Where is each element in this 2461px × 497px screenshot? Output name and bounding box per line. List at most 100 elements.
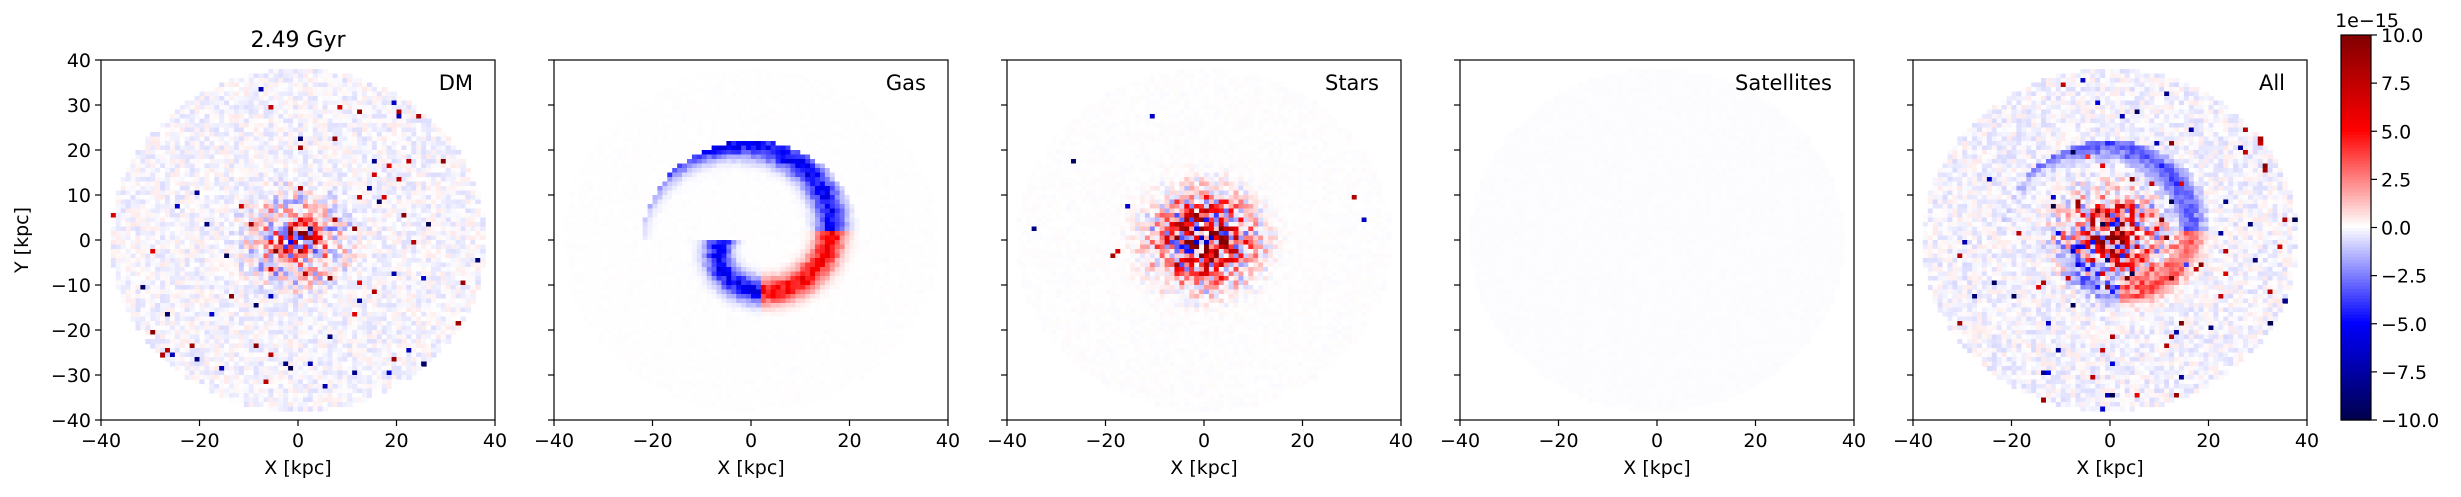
heatmap-cell xyxy=(145,227,151,232)
heatmap-cell xyxy=(229,326,235,331)
heatmap-cell xyxy=(441,299,447,304)
heatmap-cell xyxy=(436,159,442,164)
heatmap-cell xyxy=(441,141,447,146)
heatmap-cell xyxy=(259,173,265,178)
heatmap-cell xyxy=(239,123,245,128)
heatmap-cell xyxy=(150,227,156,232)
heatmap-cell xyxy=(111,263,117,268)
heatmap-cell xyxy=(347,281,353,286)
heatmap-cell xyxy=(397,303,403,308)
heatmap-cell xyxy=(840,101,846,106)
heatmap-cell xyxy=(323,299,329,304)
heatmap-cell xyxy=(367,371,373,376)
heatmap-cell xyxy=(209,384,215,389)
heatmap-cell xyxy=(387,299,393,304)
heatmap-cell xyxy=(308,290,314,295)
heatmap-cell xyxy=(293,330,299,335)
heatmap-cell xyxy=(170,353,176,358)
heatmap-cell xyxy=(145,263,151,268)
heatmap-cell xyxy=(446,276,452,281)
heatmap-cell xyxy=(214,227,220,232)
heatmap-cell xyxy=(298,96,304,101)
heatmap-cell xyxy=(357,281,363,286)
heatmap-cell xyxy=(170,344,176,349)
heatmap-cell xyxy=(406,263,412,268)
heatmap-cell xyxy=(377,186,383,191)
heatmap-cell xyxy=(293,344,299,349)
heatmap-cell xyxy=(446,159,452,164)
heatmap-cell xyxy=(165,177,171,182)
heatmap-cell xyxy=(367,263,373,268)
heatmap-cell xyxy=(451,312,457,317)
heatmap-cell xyxy=(209,222,215,227)
heatmap-cell xyxy=(209,96,215,101)
heatmap-cell xyxy=(357,204,363,209)
heatmap-cell xyxy=(288,128,294,133)
heatmap-cell xyxy=(293,317,299,322)
heatmap-cell xyxy=(736,74,742,79)
heatmap-cell xyxy=(155,177,161,182)
heatmap-cell xyxy=(283,119,289,124)
heatmap-cell xyxy=(219,285,225,290)
heatmap-cell xyxy=(165,159,171,164)
heatmap-cell xyxy=(352,321,358,326)
heatmap-cell xyxy=(328,294,334,299)
heatmap-cell xyxy=(190,245,196,250)
heatmap-cell xyxy=(160,276,166,281)
heatmap-cell xyxy=(840,114,846,119)
heatmap-cell xyxy=(293,114,299,119)
heatmap-cell xyxy=(180,155,186,160)
heatmap-cell xyxy=(382,375,388,380)
heatmap-cell xyxy=(382,245,388,250)
heatmap-cell xyxy=(451,159,457,164)
heatmap-cell xyxy=(121,258,127,263)
heatmap-cell xyxy=(328,110,334,115)
heatmap-cell xyxy=(372,348,378,353)
heatmap-cell xyxy=(195,96,201,101)
heatmap-cell xyxy=(357,150,363,155)
heatmap-cell xyxy=(180,263,186,268)
heatmap-cell xyxy=(268,101,274,106)
heatmap-cell xyxy=(273,227,279,232)
heatmap-cell xyxy=(318,380,324,385)
heatmap-cell xyxy=(318,83,324,88)
heatmap-cell xyxy=(323,177,329,182)
heatmap-cell xyxy=(116,258,122,263)
heatmap-cell xyxy=(638,110,644,115)
heatmap-cell xyxy=(268,164,274,169)
heatmap-cell xyxy=(318,272,324,277)
heatmap-cell xyxy=(367,200,373,205)
heatmap-cell xyxy=(347,375,353,380)
heatmap-cell xyxy=(234,204,240,209)
heatmap-cell xyxy=(318,317,324,322)
heatmap-cell xyxy=(278,231,284,236)
heatmap-cell xyxy=(342,317,348,322)
heatmap-cell xyxy=(273,168,279,173)
heatmap-cell xyxy=(431,123,437,128)
heatmap-cell xyxy=(397,137,403,142)
heatmap-cell xyxy=(441,155,447,160)
heatmap-cell xyxy=(323,375,329,380)
heatmap-cell xyxy=(800,83,806,88)
heatmap-cell xyxy=(214,141,220,146)
heatmap-cell xyxy=(121,299,127,304)
heatmap-cell xyxy=(795,96,801,101)
heatmap-cell xyxy=(426,141,432,146)
heatmap-cell xyxy=(126,258,132,263)
heatmap-cell xyxy=(278,344,284,349)
heatmap-cell xyxy=(342,105,348,110)
heatmap-cell xyxy=(411,213,417,218)
heatmap-cell xyxy=(411,357,417,362)
heatmap-cell xyxy=(254,263,260,268)
heatmap-cell xyxy=(264,200,270,205)
heatmap-cell xyxy=(869,114,875,119)
heatmap-cell xyxy=(224,231,230,236)
heatmap-cell xyxy=(268,204,274,209)
heatmap-cell xyxy=(195,177,201,182)
heatmap-cell xyxy=(180,357,186,362)
heatmap-cell xyxy=(165,173,171,178)
heatmap-cell xyxy=(475,281,481,286)
heatmap-cell xyxy=(342,389,348,394)
heatmap-cell xyxy=(382,312,388,317)
heatmap-cell xyxy=(155,191,161,196)
